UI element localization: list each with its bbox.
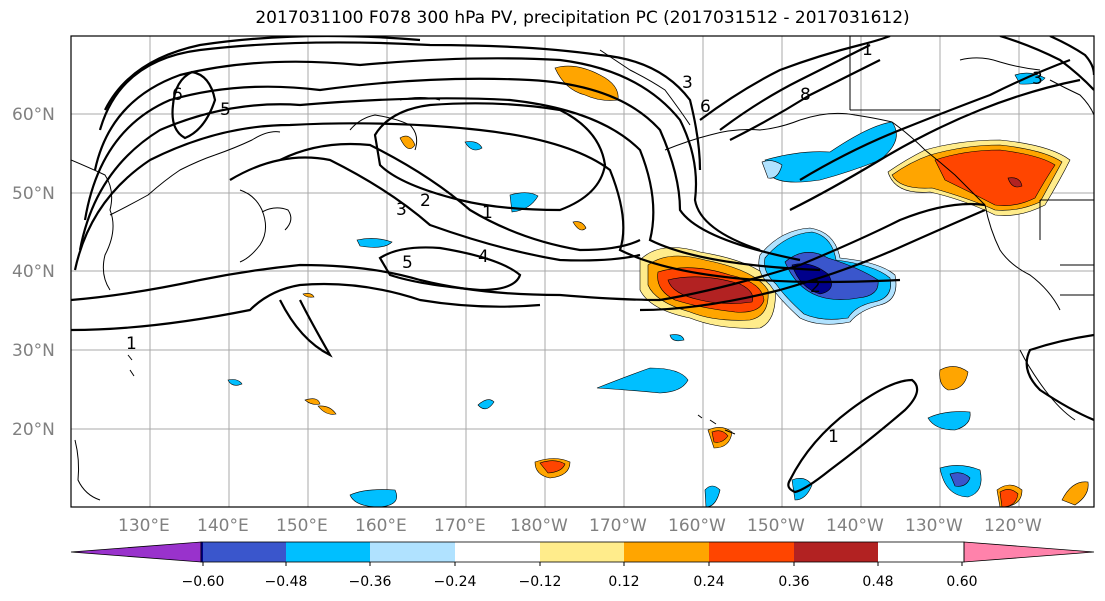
map-title: 2017031100 F078 300 hPa PV, precipitatio…: [255, 8, 910, 28]
colorbar-tick-label: 0.12: [608, 574, 639, 590]
contour-label: 3: [396, 200, 407, 220]
colorbar-segment: [203, 542, 286, 562]
pv-contours: [71, 36, 1094, 494]
contour-label: 1: [828, 427, 839, 447]
colorbar-tick-label: −0.60: [182, 574, 225, 590]
graticule: [71, 36, 1094, 507]
contour-label: 6: [700, 97, 711, 117]
precip-negative-small-1: [356, 238, 393, 248]
precip-negative-small-8: [704, 485, 721, 507]
contour-label: 2: [810, 277, 821, 297]
lon-label: 130°W: [905, 516, 963, 536]
precip-negative-gulf: [764, 121, 897, 183]
colorbar-tick-label: 0.48: [862, 574, 893, 590]
precip-positive-small-9: [399, 135, 416, 149]
precip-positive-south-3: [939, 366, 969, 391]
contour-label: 1: [862, 40, 873, 60]
contour-label: 1: [482, 203, 493, 223]
colorbar-tick-label: −0.24: [434, 574, 477, 590]
precip-negative-small-2: [509, 192, 539, 213]
contour-label: 5: [220, 100, 231, 120]
colorbar-labels: −0.60 −0.48 −0.36 −0.24 −0.12 0.12 0.24 …: [182, 574, 978, 590]
precip-positive-south-2-core: [711, 430, 729, 443]
contour-label: 2: [420, 191, 431, 211]
precip-negative-south-east-core: [949, 472, 971, 487]
colorbar-tick-label: 0.36: [778, 574, 809, 590]
lat-label: 50°N: [12, 184, 55, 204]
colorbar-tick-label: 0.24: [693, 574, 724, 590]
lon-label: 160°E: [355, 516, 407, 536]
precip-positive-small-10: [302, 293, 315, 298]
colorbar-tick-label: −0.12: [519, 574, 562, 590]
precip-negative-small-5: [669, 334, 685, 342]
colorbar-segment: [370, 542, 455, 562]
lon-label: 150°W: [747, 516, 805, 536]
lat-label: 20°N: [12, 420, 55, 440]
colorbar-tick-label: −0.36: [349, 574, 392, 590]
colorbar-segment: [286, 542, 370, 562]
precip-negative-gulf-light: [761, 160, 783, 179]
precip-positive-south-5: [1061, 481, 1089, 506]
lat-label: 60°N: [12, 105, 55, 125]
colorbar: [70, 541, 1095, 566]
colorbar-segment: [624, 542, 709, 562]
precip-negative-hawaii-north: [596, 367, 689, 394]
colorbar-segment: [794, 542, 878, 562]
contour-label: 1: [126, 334, 137, 354]
lon-label: 130°E: [118, 516, 170, 536]
longitude-labels: 130°E 140°E 150°E 160°E 170°E 180°W 170°…: [118, 516, 1042, 536]
lat-label: 40°N: [12, 262, 55, 282]
precip-positive-south-1-core: [539, 460, 566, 474]
precip-negative-small-3: [464, 141, 483, 151]
lon-label: 120°W: [984, 516, 1042, 536]
precip-positive-nw-america-core: [1007, 177, 1023, 188]
lon-label: 170°E: [434, 516, 486, 536]
lon-label: 180°W: [510, 516, 568, 536]
colorbar-segment: [455, 542, 540, 562]
lat-label: 30°N: [12, 341, 55, 361]
lon-label: 140°W: [826, 516, 884, 536]
precip-negative-alaska-top: [1014, 72, 1046, 85]
colorbar-outline: [200, 541, 965, 563]
precip-negative-small-4: [477, 399, 495, 410]
contour-label: 5: [402, 253, 413, 273]
precip-negative-small-7: [349, 489, 397, 507]
contour-label: 8: [800, 85, 811, 105]
map-frame: [70, 35, 1095, 508]
contour-label: 3: [1032, 69, 1043, 89]
colorbar-tick-label: −0.48: [265, 574, 308, 590]
colorbar-segment: [201, 542, 203, 562]
latitude-labels: 60°N 50°N 40°N 30°N 20°N: [12, 105, 55, 440]
precip-positive-small-6: [304, 398, 321, 405]
precip-positive-small-8: [572, 221, 587, 231]
colorbar-segment: [963, 541, 1095, 563]
colorbar-segment: [540, 542, 624, 562]
lon-label: 140°E: [197, 516, 249, 536]
lon-label: 170°W: [589, 516, 647, 536]
precip-negative-small-10: [927, 411, 971, 431]
colorbar-tick-label: 0.60: [946, 574, 977, 590]
precip-positive-nw-america-strong: [934, 149, 1056, 206]
precip-positive-small-7: [317, 405, 337, 415]
contour-label: 6: [172, 85, 183, 105]
lon-label: 160°W: [668, 516, 726, 536]
colorbar-segment: [70, 541, 202, 563]
contour-label: 3: [682, 73, 693, 93]
lon-label: 150°E: [276, 516, 328, 536]
precip-negative-small-6: [227, 379, 243, 386]
contour-labels: 6 5 8 6 3 2 1 3 5 4 2 1 1 1 3: [126, 40, 1043, 447]
contour-label: 4: [478, 247, 489, 267]
colorbar-segment: [709, 542, 794, 562]
